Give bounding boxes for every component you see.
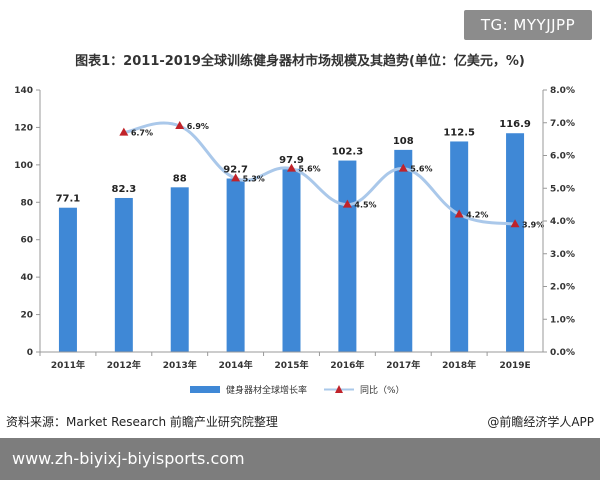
- x-tick-label: 2019E: [499, 361, 530, 371]
- y-right-tick-label: 7.0%: [550, 119, 575, 129]
- yoy-value-label: 6.7%: [131, 129, 153, 138]
- bar: [450, 141, 469, 352]
- x-tick-label: 2016年: [330, 359, 364, 371]
- x-tick-label: 2013年: [163, 359, 197, 371]
- y-left-tick-label: 40: [20, 273, 33, 283]
- bar: [114, 197, 133, 352]
- y-left-tick-label: 140: [14, 86, 33, 96]
- source-note: 资料来源：Market Research 前瞻产业研究院整理: [6, 415, 278, 429]
- bar: [170, 187, 189, 352]
- y-right-tick-label: 3.0%: [550, 250, 575, 260]
- yoy-line: [123, 121, 516, 226]
- chart-canvas: 77.1 82.3 88 92.7 97.9 102.3 108 112.5 116.9 6.7%…: [14, 86, 575, 396]
- yoy-value-label: 4.5%: [354, 201, 376, 210]
- bar-value-label: 82.3: [111, 184, 136, 195]
- axis-layer: 0 20 40 60 80 100 120 140 0.0% 1.0% 2.0% 3.0% 4.0% 5.…: [14, 86, 575, 371]
- bar-value-label: 116.9: [499, 119, 531, 130]
- y-right-tick-label: 1.0%: [550, 315, 575, 325]
- bar-value-label: 102.3: [332, 147, 364, 158]
- x-tick-label: 2012年: [107, 359, 141, 371]
- legend-bar-swatch: [190, 386, 220, 393]
- y-left-tick-label: 20: [20, 311, 33, 321]
- yoy-marker: [510, 219, 520, 228]
- bar: [58, 207, 77, 352]
- bar-value-label: 112.5: [443, 127, 475, 138]
- y-right-tick-label: 5.0%: [550, 184, 575, 194]
- yoy-marker: [119, 127, 129, 136]
- x-tick-label: 2011年: [51, 359, 85, 371]
- yoy-value-label: 3.9%: [522, 220, 544, 229]
- yoy-value-label: 5.6%: [299, 165, 321, 174]
- y-right-tick-label: 2.0%: [550, 283, 575, 293]
- y-left-tick-label: 0: [27, 348, 33, 358]
- header-tag: TG: MYYJJPP: [464, 10, 592, 40]
- x-tick-label: 2014年: [219, 359, 253, 371]
- chart-title: 图表1：2011-2019全球训练健身器材市场规模及其趋势(单位：亿美元，%): [75, 54, 525, 69]
- bar: [506, 133, 525, 352]
- label-layer: 77.1 82.3 88 92.7 97.9 102.3 108 112.5 116.9 6.7%…: [56, 119, 545, 229]
- bar-value-label: 108: [393, 136, 414, 147]
- y-left-tick-label: 80: [20, 198, 33, 208]
- yoy-value-label: 4.2%: [466, 210, 488, 219]
- footer-url[interactable]: www.zh-biyixj-biyisports.com: [0, 438, 600, 480]
- x-tick-label: 2018年: [442, 359, 476, 371]
- bar: [226, 178, 245, 352]
- y-right-tick-label: 8.0%: [550, 86, 575, 96]
- yoy-value-label: 5.6%: [410, 165, 432, 174]
- yoy-marker: [342, 199, 352, 208]
- bar-value-label: 88: [173, 173, 187, 184]
- credit-note: @前瞻经济学人APP: [487, 415, 594, 429]
- yoy-marker: [398, 163, 408, 172]
- y-left-tick-label: 60: [20, 236, 33, 246]
- legend-bar-label: 健身器材全球增长率: [226, 384, 307, 396]
- yoy-value-label: 5.3%: [243, 174, 265, 183]
- legend: 健身器材全球增长率 同比（%）: [190, 384, 405, 396]
- bar: [338, 160, 357, 352]
- x-tick-label: 2015年: [274, 359, 308, 371]
- yoy-value-label: 6.9%: [187, 122, 209, 131]
- yoy-marker: [231, 173, 241, 182]
- y-right-tick-label: 0.0%: [550, 348, 575, 358]
- bar-value-label: 97.9: [279, 155, 304, 166]
- legend-marker-swatch: [335, 385, 343, 393]
- y-left-tick-label: 120: [14, 123, 33, 133]
- bar: [394, 149, 413, 352]
- yoy-marker: [454, 209, 464, 218]
- bar-value-label: 92.7: [223, 165, 248, 176]
- x-tick-label: 2017年: [386, 359, 420, 371]
- legend-line-label: 同比（%）: [360, 384, 405, 396]
- y-left-tick-label: 100: [14, 161, 33, 171]
- y-right-tick-label: 4.0%: [550, 217, 575, 227]
- yoy-marker: [175, 121, 185, 130]
- bar: [282, 168, 301, 352]
- yoy-marker: [287, 163, 296, 172]
- bar-value-label: 77.1: [56, 194, 81, 205]
- line-layer: [119, 121, 520, 228]
- bar-layer: [58, 133, 525, 352]
- y-right-tick-label: 6.0%: [550, 152, 575, 162]
